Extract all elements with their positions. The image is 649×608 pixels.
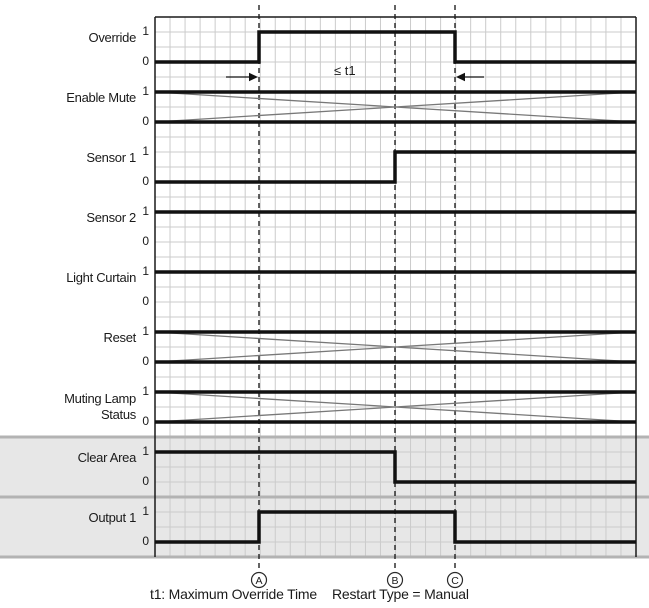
tick-label-high: 1 [142,444,149,458]
crossed-diagonal-muting-lamp-status [154,391,637,423]
wave-clear-area [155,450,636,484]
signal-label-line: Status [100,407,136,422]
event-marker-circle-c [446,571,464,589]
note-t1-definition: t1: Maximum Override Time [150,586,317,602]
signal-label-light-curtain: Light Curtain [0,270,136,286]
signal-label-sensor-2: Sensor 2 [0,210,136,226]
signal-label-output-1: Output 1 [0,510,137,526]
tick-label-high: 1 [142,504,149,518]
tick-label-low: 0 [142,114,149,128]
crossed-diagonal-enable-mute [154,91,637,123]
event-marker-circle-a [250,571,268,589]
tick-label-high: 1 [142,24,149,38]
signal-label-line: Light Curtain [66,270,136,285]
arrow-right-icon [249,72,258,82]
tick-label-low: 0 [142,414,149,428]
tick-label-high: 1 [142,324,149,338]
tick-label-high: 1 [142,264,149,278]
tick-label-high: 1 [142,384,149,398]
tick-label-low: 0 [142,474,149,488]
tick-label-high: 1 [142,84,149,98]
arrow-left-icon [456,72,465,82]
signal-label-clear-area: Clear Area [0,450,137,466]
event-marker-label-c: C [451,575,459,587]
signal-label-reset: Reset [0,330,137,346]
event-marker-label-b: B [391,575,398,587]
signal-label-line: Clear Area [77,450,137,465]
wave-override [155,30,636,64]
wave-sensor-1 [155,150,636,184]
tick-label-low: 0 [142,234,149,248]
signal-label-line: Output 1 [88,510,137,525]
tick-label-low: 0 [142,174,149,188]
signal-label-line: Sensor 1 [86,150,136,165]
crossed-diagonal-reset [154,331,637,363]
signal-label-line: Muting Lamp [64,391,136,406]
event-marker-label-a: A [255,575,262,587]
signal-label-enable-mute: Enable Mute [0,90,136,106]
signal-label-line: Sensor 2 [86,210,136,225]
tick-label-high: 1 [142,144,149,158]
tick-label-low: 0 [142,354,149,368]
signal-label-line: Override [88,30,137,45]
tick-label-high: 1 [142,204,149,218]
tick-label-low: 0 [142,294,149,308]
signal-label-sensor-1: Sensor 1 [0,150,136,166]
note-restart-type: Restart Type = Manual [332,586,469,602]
wave-output-1 [155,510,636,544]
duration-annotation: ≤ t1 [334,63,356,78]
tick-label-low: 0 [142,534,149,548]
signal-label-override: Override [0,30,137,46]
tick-label-low: 0 [142,54,149,68]
signal-label-muting-lamp-status: Muting Lamp Status [0,391,136,423]
signal-label-line: Reset [103,330,137,345]
event-marker-circle-b [386,571,404,589]
signal-label-line: Enable Mute [66,90,136,105]
